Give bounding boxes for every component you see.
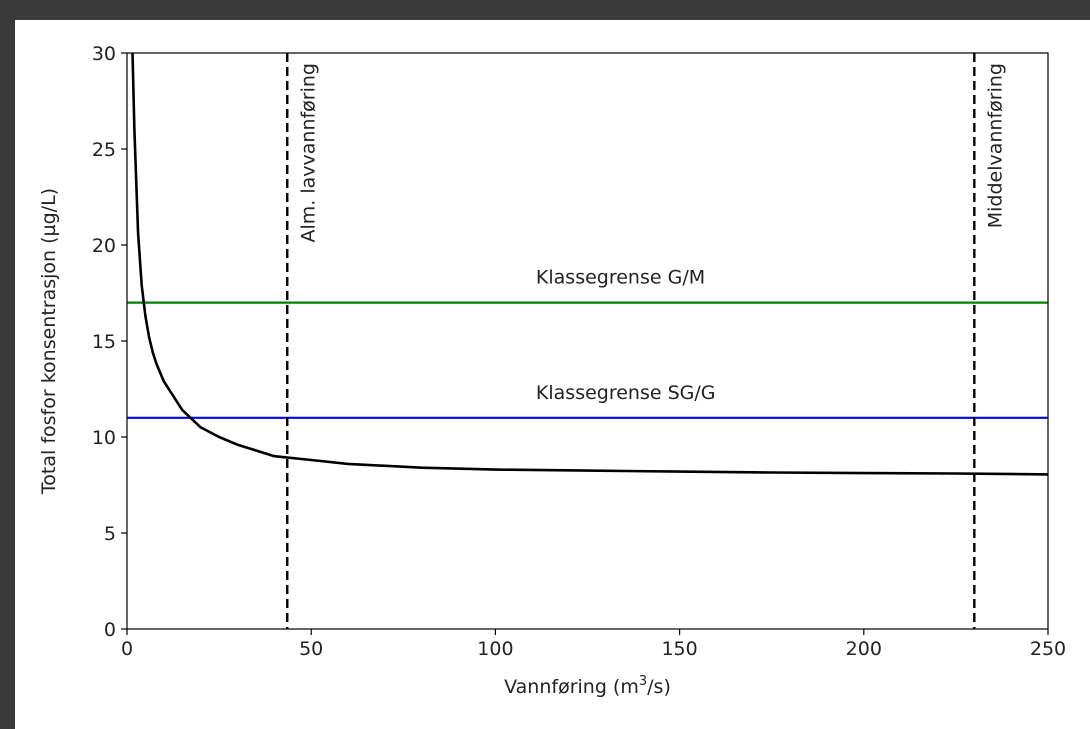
concentration-curve [131, 52, 1049, 476]
figure-frame: 0 50 100 150 200 250 0 5 10 15 20 25 30 Klassegrense… [15, 20, 1090, 729]
y-tick-label: 0 [104, 619, 116, 641]
class-limit-label-1: Klassegrense G/M [536, 267, 705, 289]
x-tick-label: 50 [299, 638, 323, 660]
phosphorus-flow-chart: 0 50 100 150 200 250 0 5 10 15 20 25 30 Klassegrense… [38, 43, 1066, 698]
y-tick-label: 15 [92, 331, 116, 353]
x-tick-label: 200 [846, 638, 882, 660]
class-limit-label-2: Klassegrense SG/G [536, 382, 716, 404]
x-tick-label: 150 [661, 638, 697, 660]
y-tick-label: 20 [92, 235, 116, 257]
reference-flow-label-2: Middelvannføring [984, 63, 1006, 228]
y-axis-label: Total fosfor konsentrasjon (µg/L) [38, 188, 60, 495]
x-tick-label: 0 [121, 638, 133, 660]
x-axis-label: Vannføring (m3/s) [504, 674, 671, 698]
plot-area-border [126, 52, 1049, 630]
x-tick-label: 250 [1030, 638, 1066, 660]
x-tick-label: 100 [477, 638, 513, 660]
y-tick-label: 30 [92, 43, 116, 65]
y-tick-label: 25 [92, 139, 116, 161]
reference-flow-label-1: Alm. lavvannføring [297, 63, 319, 243]
y-tick-label: 10 [92, 427, 116, 449]
y-tick-label: 5 [104, 523, 116, 545]
